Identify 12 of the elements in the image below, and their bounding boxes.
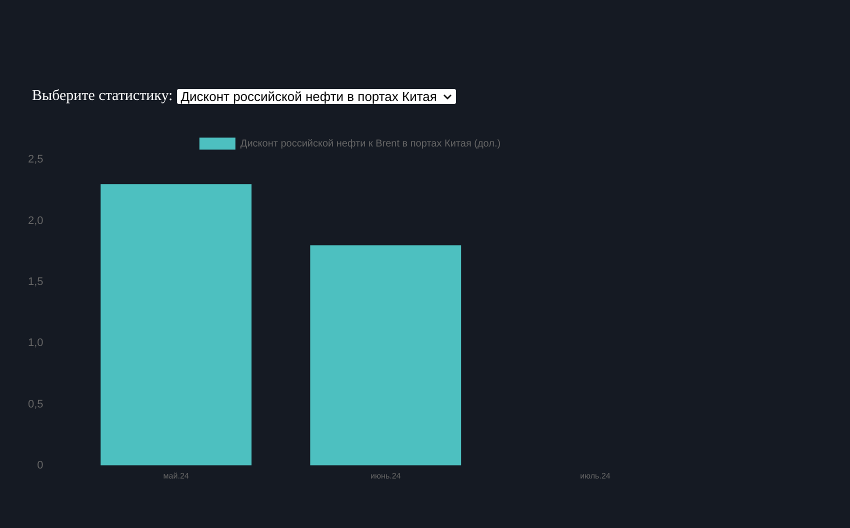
- y-tick-label: 1,0: [28, 337, 44, 350]
- x-tick-label: июль.24: [580, 471, 611, 480]
- dropdown: Дисконт российской нефти в портах Китая: [176, 89, 456, 104]
- y-tick-label: 0: [37, 459, 44, 472]
- y-tick-label: 2,0: [28, 214, 44, 227]
- y-tick-label: 0,5: [28, 398, 44, 410]
- legend-label: Дисконт российской нефти к Brent в портах Китая (дол.): [240, 138, 501, 150]
- x-tick-label: июнь.24: [370, 471, 402, 480]
- x-tick-label: май.24: [163, 471, 190, 480]
- text: Выберите статистику:: [32, 88, 173, 105]
- y-tick-label: 2,5: [28, 154, 44, 166]
- y-tick-label: 1,5: [28, 276, 44, 288]
